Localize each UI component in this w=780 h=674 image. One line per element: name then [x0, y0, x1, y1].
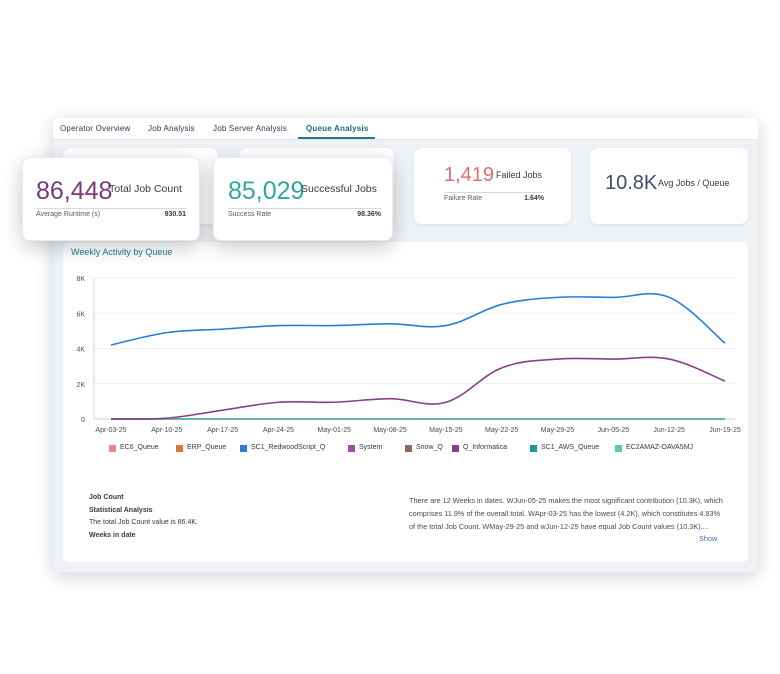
legend-swatch	[452, 445, 459, 452]
successful-jobs-label: Successful Jobs	[301, 183, 377, 195]
x-tick-label: May-08-25	[373, 427, 407, 434]
stats-summary: Job Count Statistical Analysis The total…	[89, 492, 349, 542]
legend-label: Q_Informatica	[463, 444, 507, 451]
success-rate-label: Success Rate	[228, 211, 272, 218]
average-runtime-label: Average Runtime (s)	[36, 211, 101, 218]
weekly-activity-chart: 0 2K 4K 6K 8K Apr-03-25 Apr-10-25 Apr-17-25 Apr-…	[76, 276, 741, 434]
failed-jobs-label: Failed Jobs	[496, 170, 543, 180]
failure-rate-label: Failure Rate	[444, 195, 483, 202]
active-tab-indicator	[298, 137, 375, 139]
weekly-activity-card: Weekly Activity by Queue 0 2K 4K 6K 8K Apr-03…	[63, 242, 748, 562]
series-line-q-informatica[interactable]	[110, 356, 726, 420]
y-tick-label: 0	[81, 417, 85, 424]
series-line-sc1-redwoodscript-q[interactable]	[110, 292, 726, 346]
stats-dimension: Weeks in date	[89, 531, 136, 539]
x-tick-label: Apr-24-25	[263, 427, 294, 434]
x-tick-label: May-15-25	[429, 427, 463, 434]
failed-divider	[444, 192, 544, 193]
stats-heading: Job Count	[89, 494, 124, 501]
failed-jobs-value: 1,419	[444, 164, 495, 186]
total-job-count-value: 86,448	[36, 177, 113, 205]
y-tick-label: 4K	[76, 347, 85, 354]
legend-label: EC6_Queue	[120, 444, 159, 451]
total-job-count-label: Total Job Count	[109, 183, 182, 195]
y-tick-label: 2K	[76, 382, 85, 389]
failure-rate-value: 1.64%	[524, 195, 544, 202]
kpi-card-avg[interactable]: 10.8K Avg Jobs / Queue	[590, 148, 748, 224]
avg-jobs-value: 10.8K	[605, 172, 658, 194]
success-divider	[228, 208, 381, 209]
show-more-link[interactable]: Show	[699, 534, 718, 543]
legend-label: System	[359, 444, 383, 451]
tab-operator-overview[interactable]: Operator Overview	[60, 124, 131, 133]
tab-queue-analysis[interactable]: Queue Analysis	[306, 124, 369, 133]
kpi-card-success[interactable]: 85,029 Successful Jobs Success Rate 98.3…	[213, 157, 393, 241]
x-tick-label: Apr-03-25	[95, 427, 126, 434]
legend-swatch	[176, 445, 183, 452]
legend-label: SC1_AWS_Queue	[541, 444, 600, 451]
successful-jobs-value: 85,029	[228, 177, 305, 205]
legend-swatch	[240, 445, 247, 452]
kpi-card-total[interactable]: 86,448 Total Job Count Average Runtime (…	[22, 157, 200, 241]
stats-summary-text: The total Job Count value is 86.4K.	[89, 519, 198, 526]
tab-job-server-analysis[interactable]: Job Server Analysis	[213, 124, 288, 133]
x-tick-label: May-01-25	[318, 427, 352, 434]
legend-label: EC2AMAZ-OAVA5MJ	[626, 444, 694, 451]
legend-swatch	[405, 445, 412, 452]
tab-bar: Operator Overview Job Analysis Job Serve…	[53, 118, 758, 140]
x-tick-label: Apr-17-25	[207, 427, 238, 434]
avg-jobs-label: Avg Jobs / Queue	[658, 178, 730, 188]
legend-label: SC1_RedwoodScript_Q	[251, 444, 326, 451]
total-divider	[36, 208, 186, 209]
y-tick-label: 8K	[76, 276, 85, 283]
kpi-card-failed[interactable]: 1,419 Failed Jobs Failure Rate 1.64%	[414, 148, 571, 224]
x-tick-label: May-22-25	[485, 427, 519, 434]
y-tick-label: 6K	[76, 311, 85, 318]
legend-swatch	[530, 445, 537, 452]
average-runtime-value: 930.51	[164, 211, 186, 218]
x-tick-label: Apr-10-25	[151, 427, 182, 434]
chart-title: Weekly Activity by Queue	[71, 247, 173, 257]
legend-swatch	[348, 445, 355, 452]
x-tick-label: Jun-05-25	[598, 427, 630, 434]
x-tick-label: Jun-19-25	[709, 427, 741, 434]
legend-label: Snow_Q	[416, 444, 443, 451]
legend-swatch	[109, 445, 116, 452]
legend-label: ERP_Queue	[187, 444, 227, 451]
x-tick-label: May-29-25	[541, 427, 575, 434]
stats-subheading: Statistical Analysis	[89, 506, 153, 514]
x-tick-label: Jun-12-25	[653, 427, 685, 434]
stats-narrative: There are 12 Weeks in dates. WJun-05-25 …	[409, 496, 723, 531]
success-rate-value: 98.36%	[357, 211, 381, 218]
legend-swatch	[615, 445, 622, 452]
tab-job-analysis[interactable]: Job Analysis	[148, 124, 195, 133]
